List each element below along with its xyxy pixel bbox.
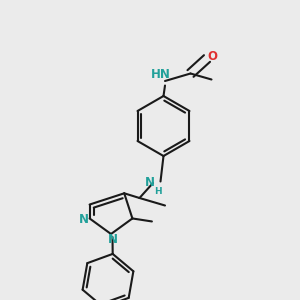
Text: N: N [145, 176, 155, 190]
Text: N: N [107, 233, 118, 246]
Text: H: H [154, 187, 161, 196]
Text: HN: HN [151, 68, 170, 81]
Text: O: O [207, 50, 218, 64]
Text: N: N [79, 214, 89, 226]
